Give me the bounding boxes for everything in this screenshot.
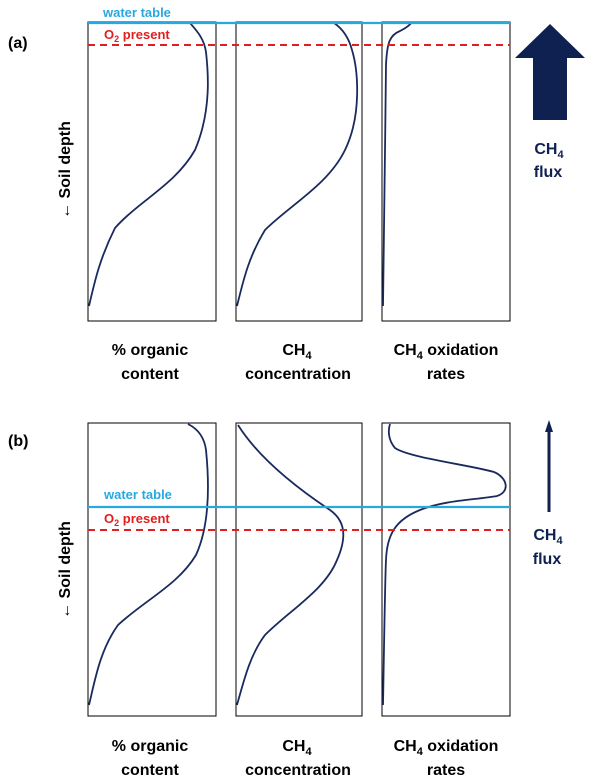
panel-a-box-ch4 (235, 21, 363, 322)
panel-a-flux-ch4: CH4 (534, 141, 564, 161)
panel-b-o2-label: O2 present (104, 511, 170, 528)
panel-a-ch4-curve (236, 22, 359, 307)
panel-b-box-oxidation (381, 422, 511, 717)
panel-b-label: (b) (8, 433, 28, 450)
panel-a-col3-line2: rates (427, 366, 465, 383)
panel-b-oxidation-curve (382, 423, 507, 706)
panel-b-flux-word: flux (533, 551, 562, 568)
panel-b-col3-line1: CH4 oxidation (394, 738, 499, 758)
panel-a-organic-curve (88, 22, 209, 307)
panel-a-label: (a) (8, 35, 28, 52)
panel-b-col1-line1: % organic (112, 738, 189, 755)
panel-a-col1-line1: % organic (112, 342, 189, 359)
panel-a-water-table-label: water table (102, 5, 171, 20)
panel-b-col2-line1: CH4 (282, 738, 312, 758)
panel-a-col2-line2: concentration (245, 366, 351, 383)
panel-b-depth-label: ← Soil depth (57, 521, 74, 619)
panel-a-depth-label: ← Soil depth (57, 121, 74, 219)
panel-a-col1-line2: content (121, 366, 179, 383)
panel-b-organic-curve (88, 423, 209, 706)
panel-b: (b) ← Soil depth water table O2 present … (8, 420, 563, 779)
panel-a-flux-arrow (515, 24, 585, 120)
panel-b-flux-ch4: CH4 (533, 527, 563, 547)
panel-a-box-organic (87, 21, 217, 322)
panel-a-flux-word: flux (534, 164, 563, 181)
panel-b-box-ch4 (235, 422, 363, 717)
panel-a-box-oxidation (381, 21, 511, 322)
panel-b-col3-line2: rates (427, 762, 465, 779)
panel-a-oxidation-curve (382, 21, 413, 307)
panel-b-col1-line2: content (121, 762, 179, 779)
panel-a-col3-line1: CH4 oxidation (394, 342, 499, 362)
panel-b-ch4-curve (236, 424, 345, 706)
panel-b-col2-line2: concentration (245, 762, 351, 779)
panel-a-col2-line1: CH4 (282, 342, 312, 362)
panel-b-water-table-label: water table (103, 487, 172, 502)
panel-b-flux-arrow-head (545, 420, 553, 432)
panel-b-box-organic (87, 422, 217, 717)
panel-a-o2-label: O2 present (104, 27, 170, 44)
panel-a: (a) ← Soil depth water table O2 present … (8, 5, 585, 383)
